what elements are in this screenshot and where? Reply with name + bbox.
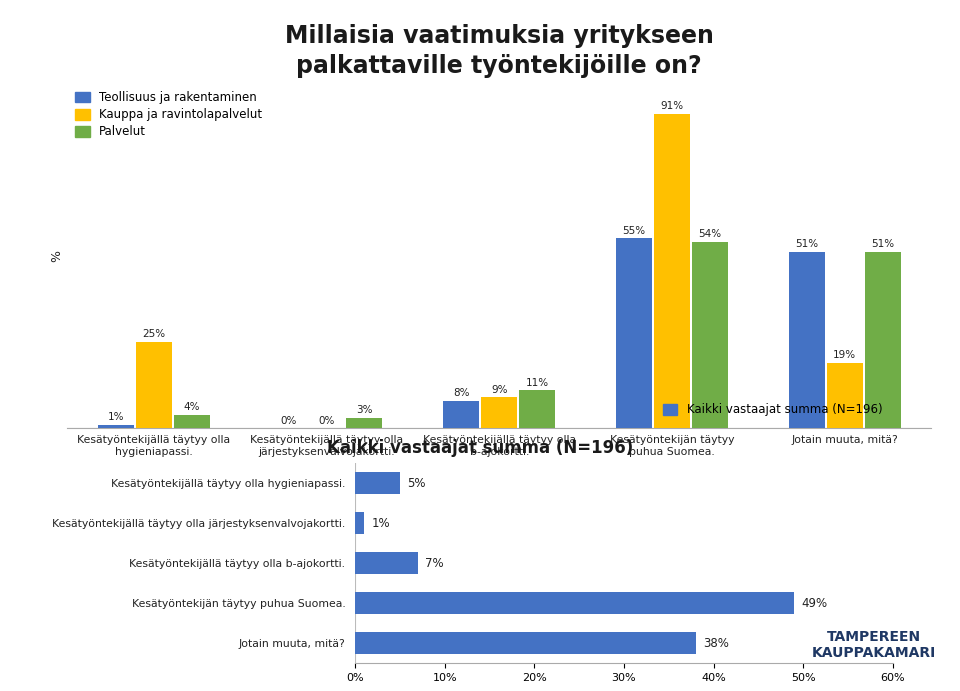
Text: 5%: 5%	[407, 477, 425, 490]
Bar	[355, 592, 794, 614]
Text: 55%: 55%	[622, 226, 645, 236]
Y-axis label: %: %	[50, 249, 63, 262]
Text: 11%: 11%	[526, 378, 549, 388]
Bar	[789, 252, 825, 428]
Bar	[135, 342, 172, 428]
Bar	[827, 363, 863, 428]
Bar	[481, 397, 517, 428]
Bar	[347, 418, 382, 428]
Bar	[865, 252, 900, 428]
Bar	[355, 632, 696, 654]
Text: 25%: 25%	[142, 330, 165, 339]
Text: 51%: 51%	[872, 240, 895, 249]
Text: 54%: 54%	[699, 229, 722, 239]
Text: 8%: 8%	[453, 388, 469, 398]
Bar	[444, 401, 479, 428]
Text: 38%: 38%	[703, 636, 729, 650]
Text: 1%: 1%	[372, 517, 390, 529]
Text: 9%: 9%	[491, 385, 508, 395]
Bar	[174, 415, 209, 428]
Text: 4%: 4%	[183, 402, 200, 412]
Text: 7%: 7%	[425, 557, 444, 569]
Legend: Kaikki vastaajat summa (N=196): Kaikki vastaajat summa (N=196)	[659, 399, 887, 422]
Bar	[355, 552, 418, 574]
Bar	[98, 425, 133, 428]
Bar	[355, 472, 400, 494]
Text: TAMPEREEN
KAUPPAKAMARI: TAMPEREEN KAUPPAKAMARI	[811, 630, 936, 660]
Text: 49%: 49%	[802, 597, 828, 609]
Text: Millaisia vaatimuksia yritykseen
palkattaville työntekijöille on?: Millaisia vaatimuksia yritykseen palkatt…	[285, 24, 713, 78]
Bar	[355, 512, 364, 534]
Text: 1%: 1%	[108, 413, 124, 422]
Text: 0%: 0%	[280, 416, 297, 426]
Legend: Teollisuus ja rakentaminen, Kauppa ja ravintolapalvelut, Palvelut: Teollisuus ja rakentaminen, Kauppa ja ra…	[73, 89, 265, 141]
Bar	[654, 114, 690, 428]
Text: 3%: 3%	[356, 406, 372, 415]
Text: 0%: 0%	[318, 416, 335, 426]
Text: Kaikki vastaajat summa (N=196): Kaikki vastaajat summa (N=196)	[326, 439, 634, 457]
Bar	[692, 242, 728, 428]
Text: 51%: 51%	[795, 240, 818, 249]
Text: 91%: 91%	[660, 102, 684, 111]
Bar	[616, 238, 652, 428]
Bar	[519, 390, 555, 428]
Text: 19%: 19%	[833, 350, 856, 360]
